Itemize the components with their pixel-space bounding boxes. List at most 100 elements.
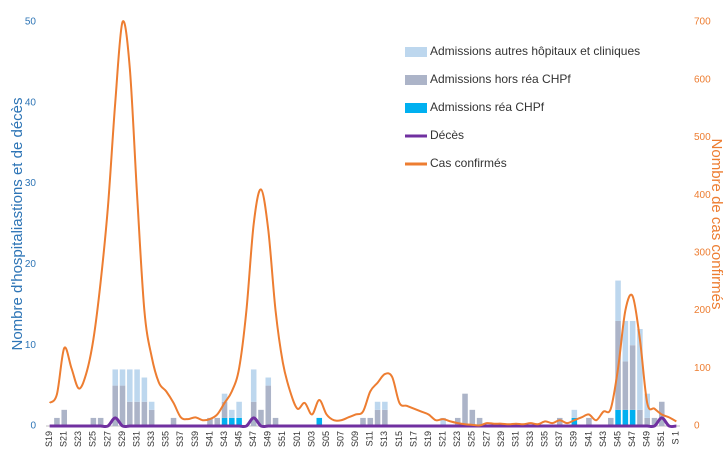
bar [629,345,636,410]
bar [134,401,140,426]
x-tick-label: S43 [219,431,229,447]
bar [622,361,629,410]
bar [571,417,578,426]
bar [265,385,272,426]
bar [586,417,592,426]
bar [112,369,118,386]
x-tick-label: S47 [248,431,258,447]
bar [622,320,629,362]
bar [382,401,388,410]
bar [556,417,563,426]
x-tick-label: S39 [569,431,579,447]
x-tick-label: S17 [408,431,418,447]
bar [148,409,155,426]
bar [97,417,104,426]
bar [54,417,60,426]
x-tick-label: S07 [336,431,346,447]
x-tick-label: S49 [642,431,652,447]
bar [367,417,374,426]
bar [374,409,381,426]
x-tick-label: S19 [423,431,433,447]
bar [119,369,126,386]
x-tick-label: S27 [481,431,491,447]
bar [469,409,476,426]
y2-tick-label: 700 [694,17,711,28]
line [49,416,677,429]
bar [374,401,381,410]
y2-tick-label: 400 [694,190,711,201]
bar [476,417,483,426]
y2-axis-title: Nombre de cas confirmés [708,139,725,310]
bar [637,329,643,410]
bar [462,393,468,426]
bar [170,417,177,426]
bar [454,417,461,426]
legend-label: Admissions réa CHPf [430,100,545,114]
bar [61,409,67,426]
y-tick-label: 40 [25,97,37,108]
bar [221,393,228,402]
x-tick-label: S37 [554,431,564,447]
x-tick-label: S41 [583,431,593,447]
x-tick-label: S35 [540,431,550,447]
bar [651,417,658,426]
x-tick-label: S31 [131,431,141,447]
x-tick-label: S01 [292,431,302,447]
bar [112,385,118,426]
x-tick-label: S19 [44,431,54,447]
bar [141,377,148,402]
x-tick-label: S29 [496,431,506,447]
x-tick-label: S15 [394,431,404,447]
bar [382,409,388,426]
bar [629,320,636,346]
y2-tick-label: 300 [694,247,711,258]
legend-label: Admissions hors réa CHPf [430,72,571,86]
x-tick-label: S09 [350,431,360,447]
bar [236,417,242,426]
x-tick-label: S47 [627,431,637,447]
bar [316,417,323,426]
x-tick-label: S31 [510,431,520,447]
x-tick-label: S11 [365,431,375,446]
x-tick-label: S05 [321,431,331,447]
bar [360,417,366,426]
bar [148,401,155,410]
y-tick-label: 20 [25,259,37,270]
x-tick-label: S 1 [671,431,681,445]
bar [250,401,257,426]
bar [265,377,272,386]
y-tick-label: 0 [30,421,36,432]
y-axis-title: Nombre d'hospitaliastions et de décès [9,97,26,350]
bar [615,409,621,426]
bar [608,417,614,426]
bar [258,409,264,426]
y-tick-label: 10 [25,340,37,351]
x-tick-label: S45 [612,431,622,447]
legend-label: Décès [430,128,464,142]
legend-label: Cas confirmés [430,156,507,170]
x-tick-label: S33 [525,431,535,447]
legend-swatch [405,103,427,113]
x-tick-label: S45 [233,431,243,447]
bar [134,369,140,402]
bar [214,417,221,426]
line [48,20,677,427]
y2-tick-label: 600 [694,74,711,85]
x-tick-label: S21 [59,431,69,447]
bar [629,409,636,426]
x-tick-label: S03 [306,431,316,447]
x-tick-label: S23 [73,431,83,447]
x-tick-label: S35 [161,431,171,447]
bar [571,409,578,418]
bar [221,417,228,426]
bar [119,385,126,426]
bar [221,401,228,418]
x-tick-label: S37 [175,431,185,447]
x-tick-label: S39 [190,431,200,447]
bar [637,409,643,426]
legend-swatch [405,47,427,57]
bar [127,369,133,402]
bar [141,401,148,426]
x-tick-label: S29 [117,431,127,447]
